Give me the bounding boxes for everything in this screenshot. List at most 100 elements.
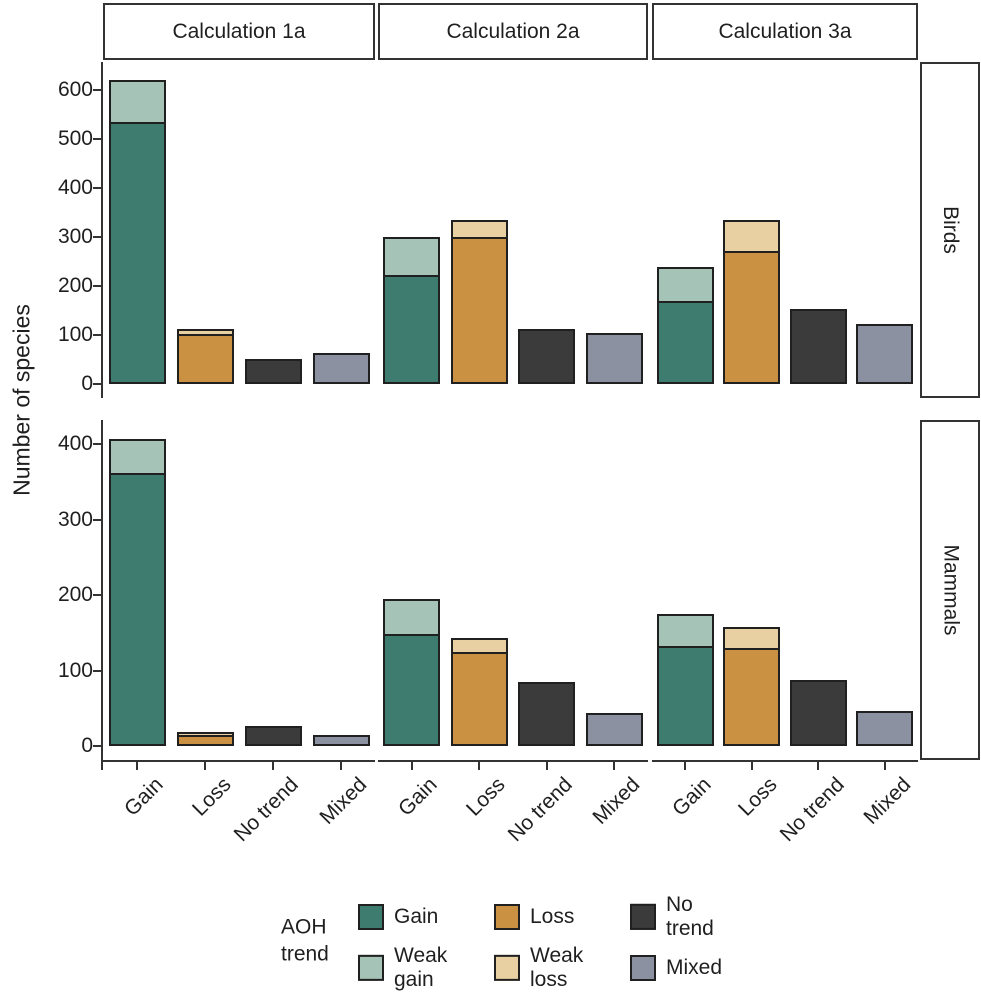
bar-segment-weak-loss [178, 733, 232, 738]
facet-strip-calculation-3a: Calculation 3a [652, 3, 918, 60]
bar-segment-weak-gain [658, 615, 712, 648]
legend-label-gain: Gain [394, 904, 439, 928]
bar-segment-weak-gain [658, 269, 712, 303]
bar-mammals-calculation-2a-mixed [585, 712, 643, 746]
facet-strip-label: Mammals [939, 544, 963, 636]
y-tick [93, 285, 101, 287]
x-axis-line [652, 760, 918, 762]
legend-swatch-no_trend [630, 904, 656, 930]
y-tick [93, 334, 101, 336]
bar-birds-calculation-3a-gain [656, 267, 714, 384]
bar-segment-weak-gain [110, 440, 164, 475]
bar-segment-weak-gain [110, 82, 164, 124]
y-tick [93, 669, 101, 672]
y-tick-label: 0 [81, 734, 93, 757]
legend-label-mixed: Mixed [666, 955, 723, 979]
legend-entry-loss: Loss [494, 904, 574, 930]
bar-birds-calculation-1a-no-trend [244, 358, 302, 384]
bar-birds-calculation-2a-loss [450, 219, 508, 384]
x-tick [410, 760, 413, 770]
legend-entry-gain: Gain [358, 904, 438, 930]
y-tick-label: 0 [81, 372, 93, 395]
bar-mammals-calculation-3a-no-trend [789, 679, 847, 746]
x-tick-label: Loss [734, 773, 783, 821]
x-tick [684, 760, 687, 770]
legend-entry-mixed: Mixed [630, 955, 722, 981]
legend-swatch-mixed [630, 955, 656, 981]
y-tick [93, 236, 101, 238]
legend-label-no_trend: No trend [666, 892, 714, 940]
x-tick [613, 760, 616, 770]
facet-strip-birds: Birds [920, 62, 980, 398]
y-tick [93, 138, 101, 140]
x-tick-label: Gain [119, 773, 168, 821]
bar-segment-weak-loss [452, 221, 506, 239]
y-axis-line [101, 62, 103, 398]
bar-mammals-calculation-2a-loss [450, 638, 508, 746]
bar-mammals-calculation-3a-loss [723, 627, 781, 746]
y-tick-label: 300 [57, 507, 93, 531]
legend-swatch-weak_loss [494, 955, 520, 981]
bar-mammals-calculation-2a-gain [383, 598, 441, 746]
legend-entry-weak_loss: Weak loss [494, 944, 583, 992]
x-tick-label: No trend [775, 773, 849, 847]
bar-segment-weak-loss [725, 221, 779, 253]
x-tick-label: Gain [667, 773, 716, 821]
bar-segment-weak-gain [385, 239, 439, 278]
x-tick-label: Mixed [315, 773, 372, 829]
y-tick-label: 600 [57, 78, 93, 101]
x-tick [750, 760, 753, 770]
legend-title: AOH trend [281, 915, 329, 966]
facet-strip-calculation-1a: Calculation 1a [103, 3, 375, 60]
bar-segment-weak-loss [725, 629, 779, 650]
y-tick [93, 745, 101, 747]
x-tick-label: Gain [394, 773, 443, 821]
bar-birds-calculation-2a-mixed [585, 332, 643, 384]
x-tick [817, 760, 820, 770]
legend-label-loss: Loss [530, 904, 575, 928]
bar-mammals-calculation-1a-loss [176, 731, 234, 746]
legend-swatch-gain [358, 904, 384, 930]
y-tick-label: 100 [57, 658, 93, 682]
x-axis-line [378, 760, 648, 762]
y-tick-label: 200 [57, 583, 93, 606]
facet-strip-mammals: Mammals [920, 420, 980, 760]
bar-birds-calculation-3a-no-trend [789, 308, 847, 384]
legend-entry-no_trend: No trend [630, 893, 714, 941]
x-tick [340, 760, 342, 770]
bar-mammals-calculation-3a-mixed [856, 711, 914, 746]
x-tick [272, 760, 274, 770]
bar-birds-calculation-3a-mixed [856, 324, 914, 384]
legend-swatch-loss [494, 904, 520, 930]
bar-segment-weak-loss [178, 330, 232, 336]
bar-mammals-calculation-1a-no-trend [244, 726, 302, 746]
y-tick-label: 200 [57, 274, 93, 297]
bar-birds-calculation-2a-no-trend [518, 329, 576, 384]
bar-segment-weak-gain [385, 600, 439, 637]
y-tick [93, 518, 101, 521]
y-tick-label: 300 [57, 225, 93, 248]
x-tick-label: Loss [187, 773, 236, 821]
y-tick [93, 187, 101, 189]
facet-strip-calculation-2a: Calculation 2a [378, 3, 648, 60]
x-tick [883, 760, 886, 770]
y-tick-label: 500 [57, 127, 93, 150]
bar-birds-calculation-1a-mixed [312, 352, 370, 384]
bar-birds-calculation-1a-gain [108, 80, 166, 384]
x-tick-label: No trend [230, 773, 304, 847]
y-tick-label: 100 [57, 323, 93, 346]
y-axis-line [101, 420, 103, 770]
y-tick [93, 594, 101, 596]
y-tick [93, 89, 101, 91]
bar-mammals-calculation-1a-mixed [312, 734, 370, 746]
legend-swatch-weak_gain [358, 955, 384, 981]
x-tick [545, 760, 548, 770]
legend-label-weak_loss: Weak loss [530, 943, 584, 991]
y-tick-label: 400 [57, 176, 93, 199]
legend-entry-weak_gain: Weak gain [358, 944, 447, 992]
x-tick-label: Mixed [588, 773, 645, 829]
facet-strip-label: Birds [938, 206, 962, 254]
bar-mammals-calculation-1a-gain [108, 438, 166, 746]
bar-mammals-calculation-2a-no-trend [518, 681, 576, 746]
